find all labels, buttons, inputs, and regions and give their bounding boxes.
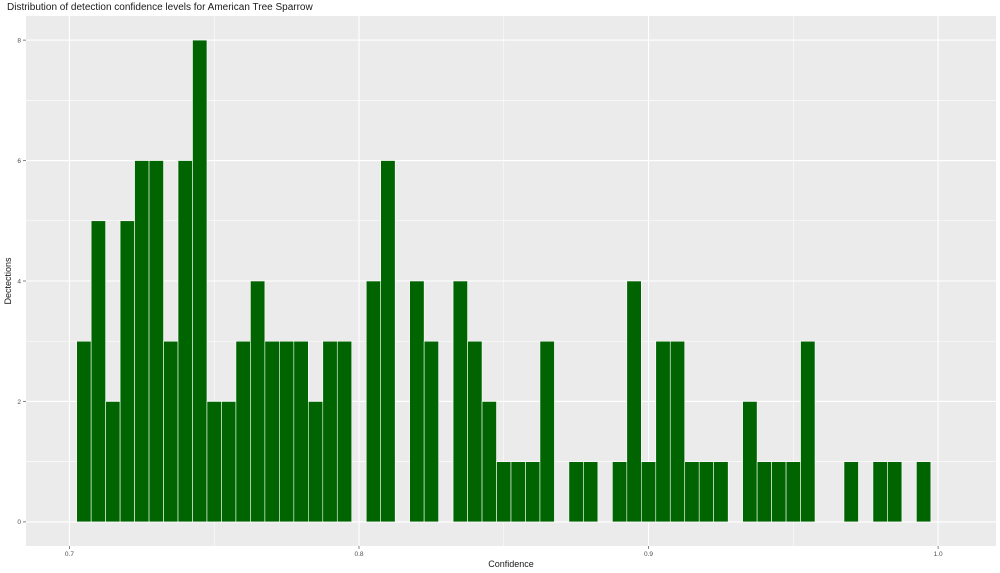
histogram-bar — [800, 340, 816, 523]
x-tick-label: 1.0 — [934, 551, 943, 558]
histogram-bar — [279, 340, 295, 523]
histogram-bar — [669, 340, 686, 523]
histogram-bar — [105, 401, 121, 523]
histogram-bar — [843, 461, 859, 523]
histogram-bar — [698, 461, 714, 523]
histogram-bar — [626, 280, 642, 523]
histogram-bar — [163, 340, 179, 523]
histogram-bar — [872, 461, 888, 523]
histogram-bar — [177, 160, 193, 523]
histogram-bar — [612, 461, 628, 523]
histogram-bar — [771, 461, 787, 523]
histogram-bar — [539, 340, 555, 523]
histogram-bar — [380, 160, 396, 523]
histogram-bar — [916, 461, 932, 523]
x-tick-label: 0.8 — [354, 551, 363, 558]
histogram-bar — [525, 461, 541, 523]
histogram-bar — [684, 461, 700, 523]
histogram-bar — [336, 340, 353, 523]
histogram-bar — [640, 461, 657, 523]
histogram-bar — [264, 340, 280, 523]
histogram-bar — [496, 461, 512, 523]
histogram-bar — [293, 340, 309, 523]
histogram-bar — [785, 461, 801, 523]
histogram-bar — [365, 280, 382, 523]
x-axis: 0.7 0.8 0.9 1.0 — [65, 546, 943, 558]
histogram-bar — [409, 280, 425, 523]
x-tick-label: 0.9 — [644, 551, 653, 558]
bars — [76, 39, 932, 523]
y-axis: 0 2 4 6 8 — [17, 37, 26, 526]
chart-title: Distribution of detection confidence lev… — [7, 2, 313, 13]
histogram-bar — [467, 340, 483, 523]
histogram-bar — [568, 461, 584, 523]
x-tick-label: 0.7 — [65, 551, 74, 558]
histogram-bar — [583, 461, 599, 523]
histogram-bar — [192, 39, 208, 523]
y-axis-title: Dectections — [3, 257, 13, 305]
histogram-bar — [148, 160, 164, 523]
histogram-bar — [134, 160, 150, 523]
y-tick-label: 8 — [17, 37, 21, 44]
histogram-bar — [322, 340, 338, 523]
y-tick-label: 0 — [17, 519, 21, 526]
histogram-bar — [119, 220, 135, 523]
histogram-bar — [221, 401, 237, 523]
histogram-bar — [76, 340, 92, 523]
y-tick-label: 6 — [17, 158, 21, 165]
histogram-bar — [655, 340, 671, 523]
x-axis-title: Confidence — [488, 559, 534, 569]
histogram-bar — [250, 280, 266, 523]
histogram-bar — [742, 401, 758, 523]
histogram-bar — [308, 401, 324, 523]
histogram-bar — [452, 280, 468, 523]
histogram-bar — [713, 461, 729, 523]
histogram-bar — [481, 401, 497, 523]
histogram-bar — [235, 340, 251, 523]
histogram-bar — [423, 340, 439, 523]
y-tick-label: 4 — [17, 278, 21, 285]
histogram-bar — [510, 461, 526, 523]
histogram-bar — [887, 461, 903, 523]
histogram-bar — [90, 220, 106, 523]
histogram-bar — [206, 401, 222, 523]
y-tick-label: 2 — [17, 399, 21, 406]
histogram-bar — [756, 461, 772, 523]
